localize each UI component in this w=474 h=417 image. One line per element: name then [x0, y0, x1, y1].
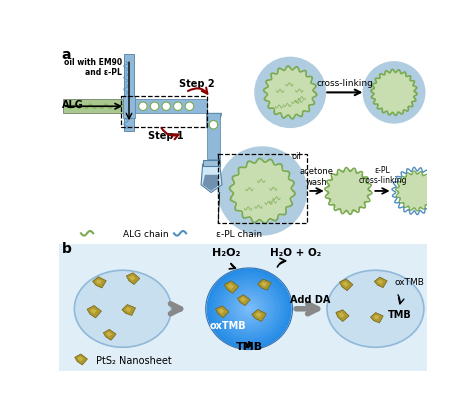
Ellipse shape	[244, 304, 255, 314]
Circle shape	[162, 102, 171, 111]
Bar	[123, 96, 135, 118]
Text: Step 1: Step 1	[148, 131, 184, 141]
Circle shape	[150, 102, 159, 111]
Text: oil: oil	[292, 152, 301, 161]
Circle shape	[173, 102, 182, 111]
Ellipse shape	[327, 270, 424, 347]
Text: ε-PL
cross-linking: ε-PL cross-linking	[358, 166, 407, 185]
Bar	[203, 160, 219, 166]
Polygon shape	[261, 281, 267, 286]
Bar	[63, 99, 129, 113]
Ellipse shape	[212, 274, 286, 344]
Text: a: a	[62, 48, 71, 62]
Bar	[59, 244, 427, 371]
Bar	[124, 54, 135, 131]
Circle shape	[363, 61, 426, 124]
Polygon shape	[237, 295, 250, 306]
Ellipse shape	[221, 282, 278, 336]
Ellipse shape	[210, 271, 289, 347]
Polygon shape	[122, 304, 136, 315]
Polygon shape	[216, 306, 229, 318]
Polygon shape	[240, 297, 246, 302]
Bar	[121, 96, 207, 127]
Text: oxTMB: oxTMB	[394, 278, 424, 287]
Text: ALG: ALG	[62, 100, 83, 110]
Polygon shape	[75, 354, 87, 365]
Text: H₂O + O₂: H₂O + O₂	[270, 249, 321, 259]
Polygon shape	[90, 308, 97, 314]
Polygon shape	[201, 164, 222, 193]
Ellipse shape	[218, 279, 281, 339]
Ellipse shape	[246, 306, 252, 311]
Polygon shape	[374, 277, 387, 288]
Polygon shape	[96, 279, 102, 284]
Circle shape	[254, 57, 326, 128]
Polygon shape	[202, 175, 219, 191]
Polygon shape	[228, 284, 234, 289]
Ellipse shape	[74, 270, 171, 347]
Text: ε-PL chain: ε-PL chain	[216, 230, 262, 239]
Ellipse shape	[229, 290, 269, 328]
Circle shape	[373, 71, 416, 114]
Ellipse shape	[215, 276, 283, 341]
Text: TMB: TMB	[236, 342, 263, 352]
Polygon shape	[78, 357, 83, 362]
Text: Step 2: Step 2	[179, 79, 215, 89]
Polygon shape	[224, 281, 238, 293]
Polygon shape	[336, 310, 349, 322]
Circle shape	[209, 121, 218, 129]
Circle shape	[218, 146, 307, 236]
Text: TMB: TMB	[388, 310, 412, 320]
Polygon shape	[103, 329, 116, 340]
Text: PtS₂ Nanosheet: PtS₂ Nanosheet	[96, 356, 172, 366]
Polygon shape	[252, 309, 266, 322]
Circle shape	[327, 169, 370, 213]
Polygon shape	[127, 273, 140, 284]
Polygon shape	[377, 279, 383, 284]
Text: H₂O₂: H₂O₂	[212, 249, 240, 259]
Text: oxTMB: oxTMB	[210, 321, 246, 331]
Polygon shape	[339, 279, 353, 291]
Circle shape	[231, 160, 293, 222]
Bar	[129, 99, 207, 113]
Ellipse shape	[207, 268, 292, 349]
Text: ALG chain: ALG chain	[123, 230, 168, 239]
Polygon shape	[106, 332, 112, 337]
Circle shape	[265, 68, 315, 117]
Ellipse shape	[227, 287, 272, 330]
Polygon shape	[129, 276, 136, 281]
Ellipse shape	[238, 298, 261, 319]
Bar	[218, 154, 307, 223]
Polygon shape	[342, 281, 348, 287]
Polygon shape	[255, 312, 262, 318]
Text: cross-linking: cross-linking	[316, 79, 373, 88]
Text: oil with EM90
and ε-PL: oil with EM90 and ε-PL	[64, 58, 122, 77]
Circle shape	[397, 173, 434, 209]
Bar	[207, 113, 220, 159]
Ellipse shape	[235, 295, 264, 322]
Polygon shape	[370, 313, 383, 323]
Text: Add DA: Add DA	[290, 294, 330, 304]
Polygon shape	[92, 277, 106, 288]
Polygon shape	[219, 309, 225, 314]
Polygon shape	[87, 306, 101, 318]
Circle shape	[185, 102, 194, 111]
Polygon shape	[125, 307, 131, 312]
Ellipse shape	[232, 293, 266, 325]
Polygon shape	[374, 315, 379, 319]
Ellipse shape	[224, 284, 275, 333]
Polygon shape	[339, 312, 345, 318]
Ellipse shape	[241, 301, 258, 317]
Text: acetone
wash: acetone wash	[300, 167, 334, 187]
Polygon shape	[207, 113, 221, 128]
Polygon shape	[257, 279, 271, 290]
Circle shape	[139, 102, 147, 111]
Text: b: b	[62, 242, 72, 256]
